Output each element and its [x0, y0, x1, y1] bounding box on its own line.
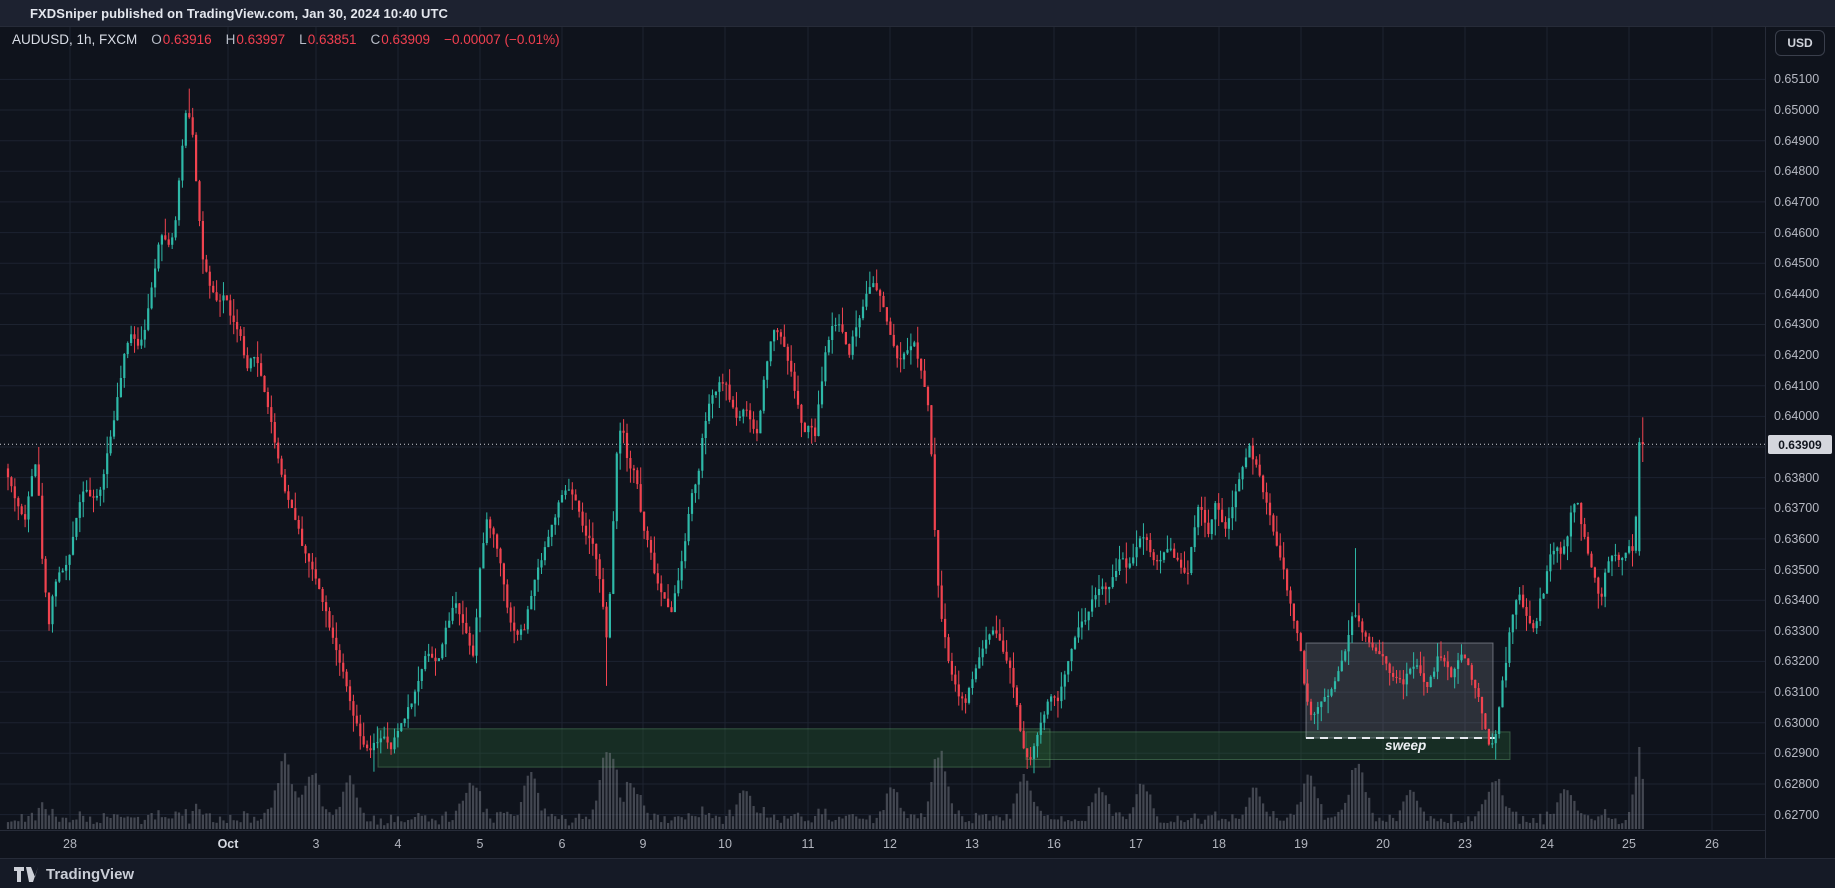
tradingview-wordmark[interactable]: TradingView [46, 865, 135, 883]
time-axis-label: 9 [639, 837, 647, 851]
price-axis-label: 0.65000 [1774, 103, 1820, 117]
volume-bars [6, 747, 1644, 829]
chart-area[interactable]: AUDUSD, 1h, FXCM O 0.63916 H 0.63997 L 0.63… [0, 27, 1765, 830]
price-axis-label: 0.64200 [1774, 348, 1820, 362]
time-axis-label: 23 [1458, 837, 1472, 851]
time-axis-label: 13 [965, 837, 979, 851]
ohlc-low: L 0.63851 [299, 32, 357, 47]
time-axis-label: 11 [801, 837, 815, 851]
price-axis-label: 0.63300 [1774, 624, 1820, 638]
time-axis-label: 12 [883, 837, 897, 851]
title-bar: FXDSniper published on TradingView.com, … [0, 0, 1835, 27]
price-axis-label: 0.63100 [1774, 685, 1820, 699]
time-axis-label: 24 [1540, 837, 1554, 851]
ohlc-close: C 0.63909 [370, 32, 431, 47]
time-axis-label: 17 [1129, 837, 1143, 851]
price-axis-label: 0.64500 [1774, 256, 1820, 270]
time-axis-label: 5 [476, 837, 484, 851]
price-axis[interactable]: USD 0.63909 0.65100 0.65000 0.64900 0.64800… [1765, 27, 1835, 858]
price-axis-label: 0.62800 [1774, 777, 1820, 791]
price-axis-label: 0.64900 [1774, 134, 1820, 148]
time-axis-label: 28 [63, 837, 77, 851]
tradingview-logo[interactable] [14, 866, 38, 882]
price-axis-label: 0.64600 [1774, 226, 1820, 240]
symbol-legend: AUDUSD, 1h, FXCM O 0.63916 H 0.63997 L 0.63… [12, 32, 560, 47]
time-axis-label: 10 [718, 837, 732, 851]
currency-button[interactable]: USD [1775, 30, 1825, 56]
candles [6, 88, 1644, 774]
price-axis-label: 0.63200 [1774, 654, 1820, 668]
price-axis-label: 0.62700 [1774, 808, 1820, 822]
time-axis-label: 20 [1376, 837, 1390, 851]
price-axis-label: 0.65100 [1774, 72, 1820, 86]
time-axis-label: Oct [217, 837, 239, 851]
price-axis-label: 0.64000 [1774, 409, 1820, 423]
demand-zone[interactable] [377, 728, 1051, 768]
time-axis-label: 16 [1047, 837, 1061, 851]
time-axis-label: 4 [394, 837, 402, 851]
price-axis-label: 0.62900 [1774, 746, 1820, 760]
grid [0, 27, 1765, 830]
time-axis-label: 6 [558, 837, 566, 851]
candlestick-plot[interactable] [0, 27, 1765, 830]
price-axis-label: 0.64400 [1774, 287, 1820, 301]
price-axis-label: 0.64300 [1774, 317, 1820, 331]
price-axis-label: 0.64700 [1774, 195, 1820, 209]
time-axis-label: 25 [1622, 837, 1636, 851]
price-axis-label: 0.63500 [1774, 563, 1820, 577]
time-axis-label: 26 [1705, 837, 1719, 851]
price-axis-label: 0.63800 [1774, 471, 1820, 485]
price-axis-label: 0.63700 [1774, 501, 1820, 515]
price-axis-label: 0.63000 [1774, 716, 1820, 730]
published-note: FXDSniper published on TradingView.com, … [30, 5, 448, 21]
last-price-tag: 0.63909 [1768, 435, 1832, 454]
time-axis-label: 18 [1212, 837, 1226, 851]
price-axis-label: 0.64100 [1774, 379, 1820, 393]
ohlc-open: O 0.63916 [151, 32, 212, 47]
attribution-bar: TradingView [0, 858, 1835, 888]
sweep-annotation[interactable]: sweep [1385, 738, 1427, 753]
price-axis-label: 0.64800 [1774, 164, 1820, 178]
time-axis-label: 19 [1294, 837, 1308, 851]
symbol-name: AUDUSD, 1h, FXCM [12, 32, 138, 47]
price-change: −0.00007 (−0.01%) [444, 32, 560, 47]
price-axis-label: 0.63600 [1774, 532, 1820, 546]
time-axis[interactable]: 28 Oct 3 4 5 6 9 10 11 12 13 16 17 18 19 20 23 24 25 26 [0, 830, 1765, 859]
time-axis-label: 3 [312, 837, 320, 851]
price-axis-label: 0.63400 [1774, 593, 1820, 607]
demand-zone[interactable] [1025, 731, 1511, 761]
ohlc-high: H 0.63997 [225, 32, 286, 47]
